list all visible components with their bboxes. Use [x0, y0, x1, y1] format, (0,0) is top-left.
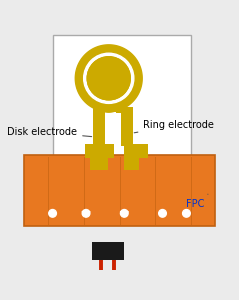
Circle shape: [82, 209, 90, 217]
Text: FPC: FPC: [186, 194, 208, 209]
Circle shape: [87, 57, 130, 100]
Text: Disk electrode: Disk electrode: [7, 127, 92, 137]
Bar: [105, 76, 112, 104]
Bar: [53, 35, 191, 160]
Circle shape: [159, 209, 166, 217]
Bar: [93, 107, 105, 146]
Circle shape: [183, 209, 190, 217]
Bar: [124, 144, 148, 158]
Bar: [24, 155, 215, 226]
Bar: [116, 78, 123, 113]
Circle shape: [87, 57, 130, 100]
Circle shape: [49, 209, 56, 217]
Bar: [85, 144, 114, 158]
Bar: [90, 156, 108, 170]
Circle shape: [120, 209, 128, 217]
Circle shape: [84, 53, 134, 103]
Text: Ring electrode: Ring electrode: [134, 120, 214, 133]
Bar: [124, 156, 139, 170]
Bar: [92, 242, 124, 260]
Polygon shape: [75, 45, 142, 112]
Bar: [121, 107, 133, 146]
